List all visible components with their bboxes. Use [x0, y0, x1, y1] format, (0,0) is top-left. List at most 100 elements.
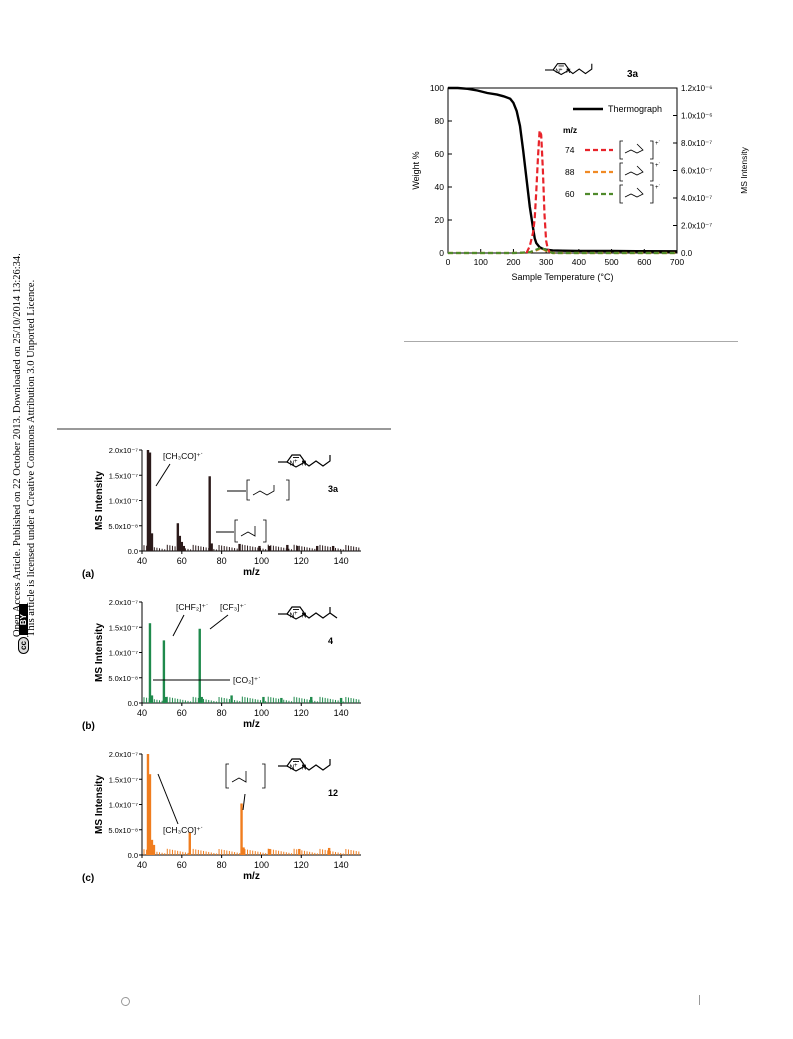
- ms-b-x-tick-label: 100: [254, 708, 269, 718]
- ms-a-x-tick-label: 40: [137, 556, 147, 566]
- ms-c-x-tick-label: 140: [334, 860, 349, 870]
- ms-b-peak-bar: [162, 640, 166, 703]
- ms-a-compound-structure: N N+: [278, 454, 331, 468]
- ms-b-x-tick-label: 120: [294, 708, 309, 718]
- ms-a-annotation-arrow: [155, 463, 171, 487]
- ms-b-peak-bar: [280, 697, 283, 703]
- ms-b-x-tick-label: 80: [217, 708, 227, 718]
- ms-b-annotation-arrow: [209, 614, 229, 630]
- ms-c-y-tick-label: 0.0: [128, 851, 138, 860]
- ms-c-peak-bar: [242, 847, 245, 855]
- legend-fragment-structure: [624, 187, 644, 198]
- ms-a-peak-bar: [258, 545, 261, 551]
- tga-series-line-74: [525, 130, 554, 255]
- ms-c-compound-structure-ring: [286, 758, 306, 772]
- ms-a-peak-bar: [176, 523, 180, 551]
- ms-b-annotation-cf3: [CF₃]⁺˙: [220, 602, 247, 612]
- ms-c-peak-bar: [148, 774, 152, 855]
- ms-c-peak-bar: [240, 803, 243, 855]
- ms-c-compound-structure: N N+: [278, 758, 331, 772]
- ms-plot-group-c: 40 60 80 100 120 140 0.0 5.0x10⁻⁸ 1.0x10⁻⁷ 1.5x10…: [82, 750, 361, 884]
- ms-c-y-axis-label: MS Intensity: [94, 775, 105, 834]
- ms-b-y-tick-label: 2.0x10⁻⁷: [109, 598, 138, 607]
- legend-radical-cation-mark: +˙: [655, 141, 661, 147]
- tga-y2-tick-label: 4.0x10⁻⁷: [681, 194, 712, 203]
- ms-a-y-tick-label: 5.0x10⁻⁸: [108, 522, 138, 531]
- ms-a-peak-bar: [296, 545, 299, 551]
- ms-b-y-tick-label: 5.0x10⁻⁸: [108, 674, 138, 683]
- ms-a-x-tick-label: 100: [254, 556, 269, 566]
- ms-c-y-tick-label: 2.0x10⁻⁷: [109, 750, 138, 759]
- tga-x-tick-label: 700: [670, 257, 684, 267]
- tga-y-axis-label: Weight %: [411, 151, 421, 189]
- ms-a-compound-structure-n3-label: N: [302, 461, 307, 468]
- legend-fragment-structure: [624, 143, 644, 154]
- tga-y2-tick-label: 0.0: [681, 249, 693, 258]
- legend-mz-label-74: 74: [565, 145, 575, 155]
- tga-x-tick-label: 200: [506, 257, 520, 267]
- ms-c-peak-bar: [150, 839, 154, 855]
- ms-a-compound-structure-n1-label: N: [290, 461, 295, 468]
- ms-b-compound-structure-n1-label: N: [290, 613, 295, 620]
- ms-a-fragment-bracket: [234, 519, 267, 543]
- ms-b-peak-bar: [148, 623, 152, 703]
- tga-ms-chart: 0 100 200 300 400 500 600 700 0 20 40 60 80 100 0.0 2.0…: [411, 63, 749, 282]
- ms-c-compound-structure-chain: [302, 759, 331, 771]
- tga-compound-label: 3a: [627, 69, 639, 80]
- ms-c-x-tick-label: 40: [137, 860, 147, 870]
- ms-c-peak-bar: [146, 754, 150, 855]
- tga-x-tick-label: 0: [446, 257, 451, 267]
- ms-a-peak-bar: [238, 543, 241, 551]
- ms-a-x-tick-label: 140: [334, 556, 349, 566]
- ms-c-x-axis-label: m/z: [243, 871, 260, 882]
- ms-a-y-tick-label: 0.0: [128, 547, 138, 556]
- tga-y-tick-label: 40: [435, 182, 445, 192]
- ms-b-peak-bar: [339, 697, 343, 703]
- legend-bracket-left: [619, 162, 623, 182]
- ms-a-y-axis-label: MS Intensity: [94, 471, 105, 530]
- ms-c-x-tick-label: 120: [294, 860, 309, 870]
- ms-c-y-tick-label: 1.5x10⁻⁷: [109, 775, 138, 784]
- ms-b-peak-bar: [198, 628, 201, 703]
- tga-compound-structure-n1-label: N: [555, 68, 560, 75]
- tga-compound-structure-ring: [552, 63, 571, 76]
- ms-a-peak-bar: [210, 543, 213, 551]
- ms-b-y-tick-label: 0.0: [128, 699, 138, 708]
- ms-b-peak-bar: [200, 696, 203, 703]
- legend-bracket-right: [650, 162, 654, 182]
- ms-a-x-tick-label: 80: [217, 556, 227, 566]
- notice-line-1: Open Access Article. Published on 22 Oct…: [12, 253, 23, 637]
- legend-thermograph-label: Thermograph: [608, 104, 662, 114]
- ms-a-panel-label: (a): [82, 569, 94, 580]
- ms-c-x-tick-label: 60: [177, 860, 187, 870]
- ms-b-x-tick-label: 40: [137, 708, 147, 718]
- cc-logo-icon: cc: [18, 637, 29, 654]
- ms-b-compound-structure-n3-label: N: [302, 613, 307, 620]
- ms-c-x-tick-label: 100: [254, 860, 269, 870]
- ms-b-annotation-arrow: [172, 614, 185, 637]
- ms-c-annotation-arrow: [157, 773, 179, 825]
- ms-b-compound-structure: N N+: [278, 606, 338, 620]
- legend-mz-label-60: 60: [565, 189, 575, 199]
- tga-series-line-60: [448, 246, 677, 255]
- ms-a-annotation-ch3co: [CH₃CO]⁺˙: [163, 451, 204, 461]
- legend-bracket-left: [619, 184, 623, 204]
- tga-y2-tick-label: 1.2x10⁻⁶: [681, 84, 713, 93]
- ms-c-peak-bar: [298, 848, 301, 855]
- legend-bracket-left: [619, 140, 623, 160]
- ms-c-panel-label: (c): [82, 873, 94, 884]
- ms-a-peak-bar: [268, 545, 271, 551]
- ms-a-peak-bar: [178, 535, 182, 551]
- tga-compound-structure-plus-label: +: [559, 67, 562, 73]
- ms-c-compound-structure-n1-label: N: [290, 765, 295, 772]
- ms-a-peak-bar: [180, 541, 184, 551]
- notice-line-2: This article is licensed under a Creativ…: [26, 279, 37, 637]
- ms-b-y-tick-label: 1.5x10⁻⁷: [109, 623, 138, 632]
- ms-a-compound-structure-chain: [302, 455, 331, 467]
- ms-a-x-axis-label: m/z: [243, 567, 260, 578]
- ms-b-x-axis-label: m/z: [243, 719, 260, 730]
- footer-divider: [699, 995, 700, 1005]
- ms-b-peak-bar: [262, 696, 265, 703]
- tga-x-tick-label: 300: [539, 257, 553, 267]
- legend-mz-label-88: 88: [565, 167, 575, 177]
